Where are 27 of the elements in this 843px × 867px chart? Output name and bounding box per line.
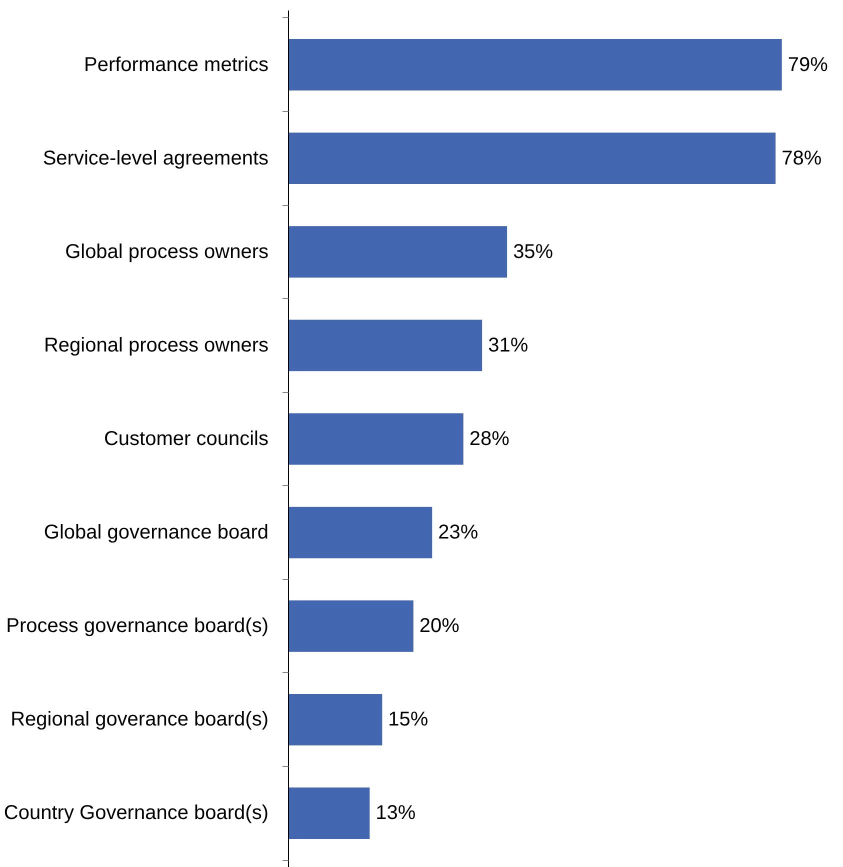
bar bbox=[288, 788, 370, 839]
bar bbox=[288, 506, 432, 558]
data-label: 79% bbox=[788, 54, 828, 76]
data-label: 78% bbox=[782, 147, 822, 170]
y-tick-label: Regional goverance board(s) bbox=[10, 708, 269, 731]
y-tick-label: Global process owners bbox=[65, 240, 269, 263]
data-label: 13% bbox=[376, 802, 416, 824]
data-label: 31% bbox=[488, 334, 528, 356]
data-label: 35% bbox=[513, 240, 554, 263]
data-label: 20% bbox=[419, 615, 460, 638]
bar bbox=[288, 132, 776, 184]
data-label: 15% bbox=[388, 708, 428, 731]
y-tick-label: Country Governance board(s) bbox=[4, 802, 269, 824]
bar bbox=[288, 694, 382, 746]
y-tick-label: Global governance board bbox=[44, 522, 269, 544]
bar bbox=[288, 600, 414, 652]
bar bbox=[288, 39, 782, 90]
y-tick-label: Regional process owners bbox=[44, 334, 268, 356]
bar bbox=[288, 413, 464, 465]
bar bbox=[288, 320, 482, 372]
y-tick-label: Customer councils bbox=[104, 428, 269, 450]
bar bbox=[288, 226, 508, 278]
y-tick-label: Performance metrics bbox=[84, 54, 269, 76]
y-tick-label: Service-level agreements bbox=[42, 147, 268, 170]
data-label: 23% bbox=[438, 522, 478, 544]
y-tick-label: Process governance board(s) bbox=[6, 615, 269, 638]
data-label: 28% bbox=[469, 428, 510, 450]
